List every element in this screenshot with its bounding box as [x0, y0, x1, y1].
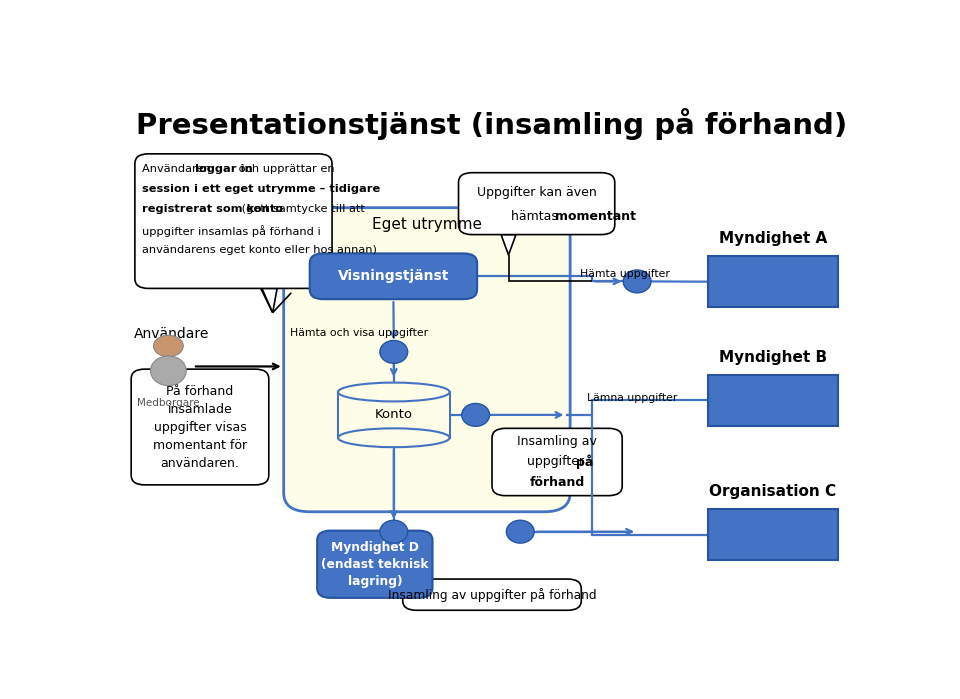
Text: loggar in: loggar in [195, 164, 252, 173]
Text: hämtas: hämtas [512, 210, 562, 222]
FancyBboxPatch shape [132, 369, 269, 485]
Bar [708, 509, 838, 560]
FancyBboxPatch shape [134, 154, 332, 289]
Text: Hämta uppgifter: Hämta uppgifter [580, 268, 670, 279]
Polygon shape [261, 289, 277, 312]
Ellipse shape [462, 403, 490, 426]
Text: Hämta och visa uppgifter: Hämta och visa uppgifter [290, 328, 428, 338]
FancyBboxPatch shape [492, 428, 622, 496]
Text: användarens eget konto eller hos annan): användarens eget konto eller hos annan) [142, 245, 377, 255]
Bar [338, 392, 449, 438]
Text: Myndighet D
(endast teknisk
lagring): Myndighet D (endast teknisk lagring) [321, 541, 428, 588]
FancyBboxPatch shape [403, 579, 581, 610]
Text: Uppgifter kan även: Uppgifter kan även [477, 186, 596, 199]
Circle shape [154, 336, 183, 356]
Bar [708, 375, 838, 426]
Bar [339, 392, 449, 438]
Ellipse shape [380, 340, 408, 363]
Polygon shape [501, 235, 516, 255]
Text: Visningstjänst: Visningstjänst [338, 269, 449, 283]
Ellipse shape [506, 520, 534, 543]
Text: Medborgare: Medborgare [137, 398, 200, 408]
Ellipse shape [151, 356, 186, 386]
Text: session i ett eget utrymme – tidigare: session i ett eget utrymme – tidigare [142, 184, 380, 194]
Text: På förhand
insamlade
uppgifter visas
momentant för
användaren.: På förhand insamlade uppgifter visas mom… [153, 384, 247, 470]
Text: Användare: Användare [133, 327, 208, 341]
Ellipse shape [380, 520, 408, 543]
Text: Myndighet A: Myndighet A [719, 231, 827, 247]
Text: Insamling av uppgifter på förhand: Insamling av uppgifter på förhand [388, 588, 596, 602]
Text: Insamling av: Insamling av [517, 435, 597, 448]
FancyBboxPatch shape [317, 531, 432, 598]
Ellipse shape [623, 270, 651, 293]
Text: Konto: Konto [374, 408, 413, 421]
Text: Presentationstjänst (insamling på förhand): Presentationstjänst (insamling på förhan… [136, 108, 848, 140]
Ellipse shape [338, 382, 449, 401]
Text: registrerat som konto: registrerat som konto [142, 204, 283, 215]
Text: och upprättar en: och upprättar en [235, 164, 335, 173]
Text: uppgifter: uppgifter [526, 456, 588, 468]
FancyBboxPatch shape [284, 208, 570, 512]
Text: momentant: momentant [555, 210, 636, 222]
Ellipse shape [338, 428, 449, 447]
Text: Lämna uppgifter: Lämna uppgifter [588, 393, 678, 403]
Bar [708, 256, 838, 308]
FancyBboxPatch shape [310, 254, 477, 299]
Text: Användaren: Användaren [142, 164, 215, 173]
Text: Myndighet B: Myndighet B [719, 350, 827, 365]
Text: Eget utrymme: Eget utrymme [372, 217, 482, 232]
Text: förhand: förhand [530, 476, 585, 489]
Text: uppgifter insamlas på förhand i: uppgifter insamlas på förhand i [142, 225, 321, 237]
Text: Organisation C: Organisation C [709, 484, 836, 499]
Text: på: på [576, 455, 593, 469]
FancyBboxPatch shape [459, 173, 614, 235]
Text: (gett samtycke till att: (gett samtycke till att [237, 204, 365, 215]
